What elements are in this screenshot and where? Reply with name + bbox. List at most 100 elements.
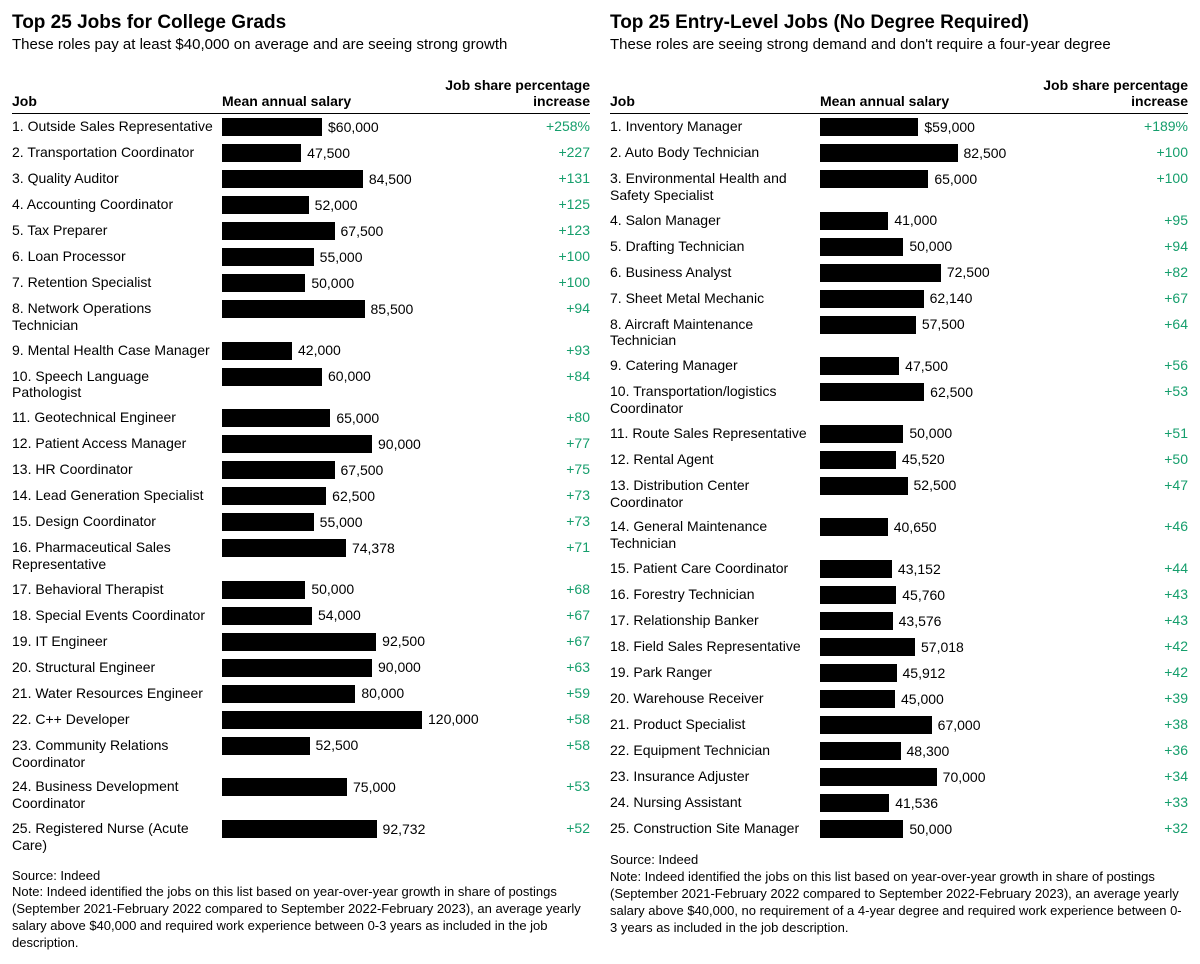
- job-label: 4. Salon Manager: [610, 212, 820, 229]
- job-label: 16. Forestry Technician: [610, 586, 820, 603]
- pct-increase: +77: [510, 435, 590, 452]
- salary-value: 45,912: [903, 665, 946, 682]
- job-label: 20. Warehouse Receiver: [610, 690, 820, 707]
- salary-bar-cell: 47,500: [222, 144, 510, 162]
- pct-increase: +123: [510, 222, 590, 239]
- job-label: 17. Relationship Banker: [610, 612, 820, 629]
- salary-bar: [222, 685, 355, 703]
- salary-bar: [820, 264, 941, 282]
- salary-value: 84,500: [369, 171, 412, 188]
- right-rows: 1. Inventory Manager$59,000+189%2. Auto …: [610, 114, 1188, 842]
- salary-bar: [222, 222, 335, 240]
- job-label: 21. Product Specialist: [610, 716, 820, 733]
- salary-bar-cell: 74,378: [222, 539, 510, 557]
- header-salary: Mean annual salary: [222, 93, 430, 109]
- job-label: 2. Auto Body Technician: [610, 144, 820, 161]
- salary-value: 62,500: [332, 488, 375, 505]
- left-rows: 1. Outside Sales Representative$60,000+2…: [12, 114, 590, 858]
- salary-bar-cell: 41,536: [820, 794, 1108, 812]
- salary-bar-cell: 82,500: [820, 144, 1108, 162]
- salary-bar-cell: 45,520: [820, 451, 1108, 469]
- job-label: 13. Distribution Center Coordinator: [610, 477, 820, 511]
- salary-bar-cell: 50,000: [820, 238, 1108, 256]
- source-label: Source: Indeed: [12, 868, 590, 885]
- pct-increase: +51: [1108, 425, 1188, 442]
- job-label: 1. Outside Sales Representative: [12, 118, 222, 135]
- salary-value: 50,000: [909, 238, 952, 255]
- pct-increase: +59: [510, 685, 590, 702]
- salary-value: 80,000: [361, 685, 404, 702]
- table-row: 21. Product Specialist67,000+38: [610, 712, 1188, 738]
- salary-value: 85,500: [371, 301, 414, 318]
- salary-bar: [222, 409, 330, 427]
- job-label: 6. Business Analyst: [610, 264, 820, 281]
- salary-bar-cell: 60,000: [222, 368, 510, 386]
- salary-bar-cell: 120,000: [222, 711, 510, 729]
- job-label: 3. Environmental Health and Safety Speci…: [610, 170, 820, 204]
- salary-bar: [222, 487, 326, 505]
- salary-bar-cell: 43,576: [820, 612, 1108, 630]
- salary-bar-cell: 40,650: [820, 518, 1108, 536]
- right-panel: Top 25 Entry-Level Jobs (No Degree Requi…: [610, 12, 1188, 952]
- salary-bar: [222, 144, 301, 162]
- salary-value: 72,500: [947, 264, 990, 281]
- pct-increase: +34: [1108, 768, 1188, 785]
- job-label: 2. Transportation Coordinator: [12, 144, 222, 161]
- salary-bar: [222, 659, 372, 677]
- table-row: 23. Community Relations Coordinator52,50…: [12, 733, 590, 775]
- salary-bar: [222, 737, 310, 755]
- pct-increase: +227: [510, 144, 590, 161]
- salary-bar: [820, 290, 924, 308]
- header-pct: Job share percentage increase: [430, 77, 590, 109]
- salary-bar: [820, 212, 888, 230]
- pct-increase: +75: [510, 461, 590, 478]
- salary-value: 55,000: [320, 514, 363, 531]
- salary-value: 43,576: [899, 613, 942, 630]
- table-row: 16. Forestry Technician45,760+43: [610, 582, 1188, 608]
- table-row: 18. Special Events Coordinator54,000+67: [12, 603, 590, 629]
- pct-increase: +100: [510, 274, 590, 291]
- table-row: 10. Speech Language Pathologist60,000+84: [12, 364, 590, 406]
- salary-bar: [222, 513, 314, 531]
- salary-value: 52,500: [316, 737, 359, 754]
- table-row: 12. Rental Agent45,520+50: [610, 447, 1188, 473]
- salary-bar: [222, 581, 305, 599]
- salary-bar-cell: 50,000: [222, 581, 510, 599]
- salary-bar-cell: 43,152: [820, 560, 1108, 578]
- salary-bar: [820, 560, 892, 578]
- salary-bar-cell: 67,500: [222, 461, 510, 479]
- salary-value: 41,536: [895, 795, 938, 812]
- salary-value: 50,000: [909, 425, 952, 442]
- job-label: 15. Design Coordinator: [12, 513, 222, 530]
- table-row: 19. Park Ranger45,912+42: [610, 660, 1188, 686]
- salary-value: 47,500: [307, 145, 350, 162]
- pct-increase: +38: [1108, 716, 1188, 733]
- pct-increase: +131: [510, 170, 590, 187]
- salary-value: 50,000: [311, 275, 354, 292]
- table-row: 23. Insurance Adjuster70,000+34: [610, 764, 1188, 790]
- pct-increase: +47: [1108, 477, 1188, 494]
- job-label: 25. Construction Site Manager: [610, 820, 820, 837]
- table-row: 19. IT Engineer92,500+67: [12, 629, 590, 655]
- pct-increase: +80: [510, 409, 590, 426]
- salary-value: 45,520: [902, 451, 945, 468]
- table-row: 5. Tax Preparer67,500+123: [12, 218, 590, 244]
- salary-bar-cell: 57,500: [820, 316, 1108, 334]
- salary-bar-cell: 85,500: [222, 300, 510, 318]
- table-row: 17. Behavioral Therapist50,000+68: [12, 577, 590, 603]
- table-row: 8. Aircraft Maintenance Technician57,500…: [610, 312, 1188, 354]
- salary-bar: [222, 248, 314, 266]
- table-row: 17. Relationship Banker43,576+43: [610, 608, 1188, 634]
- job-label: 21. Water Resources Engineer: [12, 685, 222, 702]
- salary-bar: [820, 586, 896, 604]
- pct-increase: +67: [510, 633, 590, 650]
- salary-value: 52,500: [914, 477, 957, 494]
- table-row: 14. Lead Generation Specialist62,500+73: [12, 483, 590, 509]
- salary-value: 45,760: [902, 587, 945, 604]
- salary-bar-cell: 47,500: [820, 357, 1108, 375]
- table-row: 6. Loan Processor55,000+100: [12, 244, 590, 270]
- salary-value: 70,000: [943, 769, 986, 786]
- job-label: 22. Equipment Technician: [610, 742, 820, 759]
- job-label: 13. HR Coordinator: [12, 461, 222, 478]
- left-title: Top 25 Jobs for College Grads: [12, 12, 590, 34]
